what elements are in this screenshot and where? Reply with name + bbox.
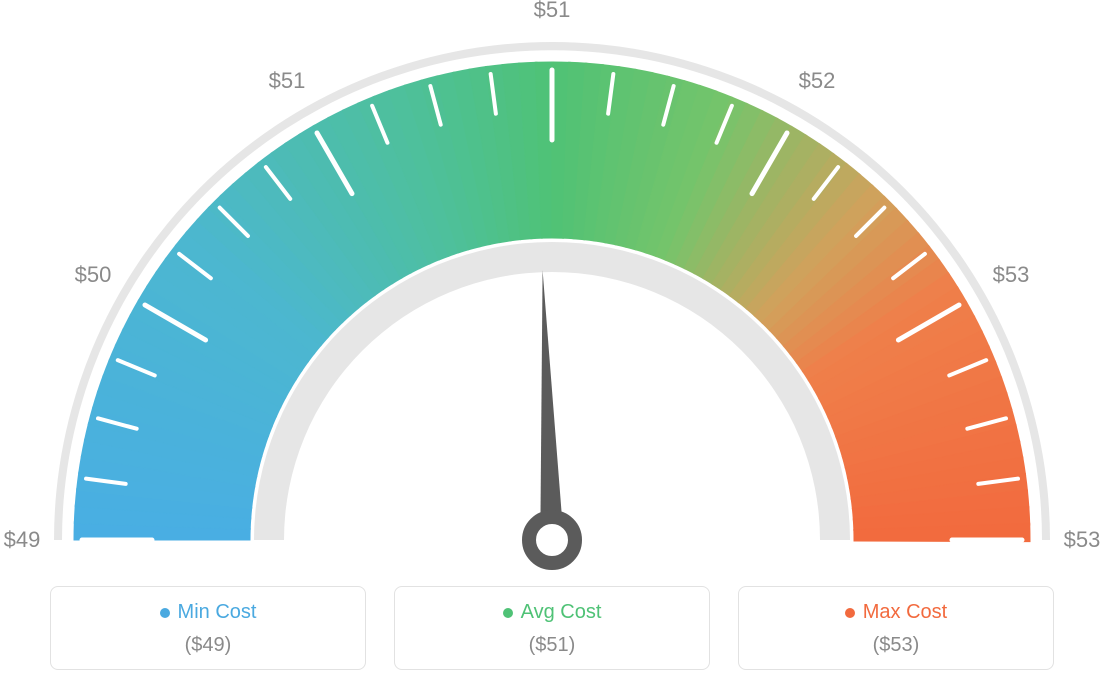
legend-dot-icon (845, 608, 855, 618)
gauge-tick-label: $50 (75, 262, 112, 288)
legend-card: Avg Cost ($51) (394, 586, 710, 670)
legend-dot-icon (160, 608, 170, 618)
legend-card: Max Cost ($53) (738, 586, 1054, 670)
gauge-tick-label: $51 (269, 68, 306, 94)
gauge-tick-label: $53 (1064, 527, 1101, 553)
gauge-tick-label: $51 (534, 0, 571, 23)
legend-dot-icon (503, 608, 513, 618)
gauge-svg (0, 0, 1104, 570)
legend-value: ($49) (61, 634, 355, 657)
legend-title-text: Min Cost (178, 601, 257, 624)
legend-title: Avg Cost (503, 601, 602, 624)
legend-row: Min Cost ($49) Avg Cost ($51) Max Cost ($53) (50, 586, 1054, 670)
legend-title-text: Max Cost (863, 601, 947, 624)
legend-value: ($51) (405, 634, 699, 657)
gauge-needle (529, 270, 575, 563)
legend-title: Min Cost (160, 601, 257, 624)
legend-title-text: Avg Cost (521, 601, 602, 624)
gauge-tick-label: $53 (993, 262, 1030, 288)
legend-card: Min Cost ($49) (50, 586, 366, 670)
cost-gauge-chart: $49 $50 $51 $51 $52 $53 $53 Min Cost ($49) Avg C… (0, 0, 1104, 690)
legend-title: Max Cost (845, 601, 947, 624)
gauge-area: $49 $50 $51 $51 $52 $53 $53 (0, 0, 1104, 570)
legend-value: ($53) (749, 634, 1043, 657)
gauge-tick-label: $52 (799, 68, 836, 94)
gauge-tick-label: $49 (4, 527, 41, 553)
